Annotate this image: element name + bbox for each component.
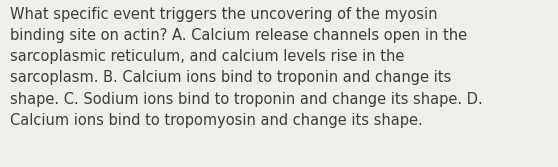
Text: What specific event triggers the uncovering of the myosin
binding site on actin?: What specific event triggers the uncover… <box>10 7 483 128</box>
